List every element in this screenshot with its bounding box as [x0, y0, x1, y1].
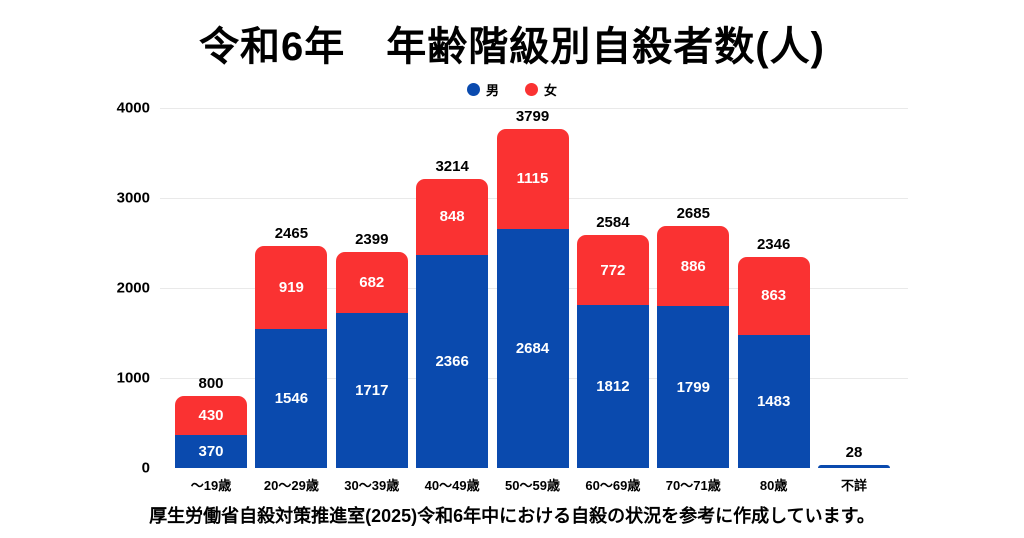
plot-area: 0 1000 2000 3000 4000 800 430 370 ～19歳 2465 919 15…: [0, 100, 1024, 493]
bar-stack: 863 1483: [737, 256, 810, 468]
legend-item-female: 女: [525, 80, 557, 99]
segment-value-label: 1799: [676, 378, 710, 396]
bar-stack: 430 370: [175, 396, 247, 468]
bar-group: 800 430 370 ～19歳: [175, 108, 247, 493]
segment-value-label: 2366: [435, 353, 469, 371]
bar-stack: 772 1812: [576, 235, 649, 468]
segment-value-label: 1546: [274, 389, 309, 407]
male-segment: [818, 465, 890, 468]
bar-group: 28 不詳: [818, 108, 890, 493]
bar-group: 2584 772 1812 60～69歳: [576, 108, 649, 493]
segment-value-label: 1717: [355, 382, 389, 400]
y-axis-tick-label: 4000: [116, 99, 150, 117]
male-segment: 2684: [496, 228, 569, 468]
x-axis-label: 30～39歳: [344, 478, 400, 493]
x-axis-label: 80歳: [759, 478, 788, 493]
bar-total-label: 2346: [756, 235, 791, 253]
source-note: 厚生労働省自殺対策推進室(2025)令和6年中における自殺の状況を参考に作成して…: [149, 506, 875, 526]
segment-value-label: 919: [278, 279, 304, 297]
bar-stack: 919 1546: [255, 246, 328, 468]
male-segment: 1546: [255, 328, 328, 468]
bar-stack: [818, 465, 890, 468]
segment-value-label: 772: [600, 261, 626, 279]
x-axis-label: 50～59歳: [505, 478, 560, 493]
bar-stack: 886 1799: [657, 226, 730, 468]
male-segment: 1483: [737, 334, 810, 468]
segment-value-label: 1812: [596, 377, 630, 395]
bar-group: 2685 886 1799 70～71歳: [657, 108, 730, 493]
female-segment: 919: [255, 246, 328, 329]
legend: 男 女: [0, 80, 1024, 99]
bar-group: 2346 863 1483 80歳: [737, 108, 810, 493]
y-axis-tick-label: 3000: [116, 189, 150, 207]
female-segment: 772: [576, 235, 649, 305]
female-color-dot-icon: [525, 83, 538, 96]
bar-stack: 682 1717: [335, 252, 408, 468]
segment-value-label: 886: [680, 257, 706, 275]
male-segment: 2366: [416, 255, 489, 468]
x-axis-label: 40～49歳: [424, 478, 480, 493]
bar-group: 3214 848 2366 40～49歳: [416, 108, 489, 493]
female-segment: 848: [416, 178, 489, 256]
segment-value-label: 1483: [756, 392, 791, 410]
female-segment: 682: [335, 252, 408, 314]
legend-label-female: 女: [544, 83, 558, 98]
bar-total-label: 3799: [515, 108, 550, 125]
bar-group: 3799 1115 2684 50～59歳: [496, 108, 569, 493]
segment-value-label: 1115: [516, 170, 549, 188]
segment-value-label: 863: [761, 287, 787, 305]
segment-value-label: 2684: [515, 339, 550, 357]
bar-stack: 1115 2684: [496, 129, 569, 468]
female-segment: 863: [737, 256, 810, 335]
y-axis-tick-label: 0: [141, 459, 150, 477]
legend-item-male: 男: [466, 80, 499, 99]
segment-value-label: 370: [198, 442, 224, 460]
bar-total-label: 28: [845, 444, 863, 462]
female-segment: 430: [175, 396, 247, 435]
y-axis-tick-label: 2000: [116, 279, 150, 297]
female-segment: 886: [657, 226, 730, 307]
male-segment: 1812: [576, 304, 649, 468]
x-axis-label: 70～71歳: [665, 478, 721, 493]
x-axis-label: ～19歳: [190, 478, 232, 493]
male-segment: 370: [175, 434, 247, 468]
gridline: [160, 108, 908, 109]
bar-group: 2465 919 1546 20～29歳: [255, 108, 328, 493]
chart-title: 令和6年 年齢階級別自殺者数(人): [199, 25, 825, 69]
bar-total-label: 3214: [435, 157, 469, 175]
bar-total-label: 2465: [274, 225, 309, 243]
bar-total-label: 2685: [676, 205, 710, 223]
bar-stack: 848 2366: [416, 178, 489, 468]
x-axis-label: 60～69歳: [585, 478, 641, 493]
legend-label-male: 男: [485, 83, 499, 98]
male-segment: 1799: [657, 306, 730, 468]
bars-container: 800 430 370 ～19歳 2465 919 1546 20～29歳 2399 682 171…: [175, 108, 890, 493]
x-axis-label: 不詳: [840, 478, 868, 493]
bar-total-label: 2584: [596, 214, 630, 232]
segment-value-label: 430: [198, 406, 224, 424]
segment-value-label: 682: [359, 274, 385, 292]
male-color-dot-icon: [466, 83, 480, 96]
segment-value-label: 848: [439, 208, 465, 226]
bar-total-label: 800: [198, 375, 224, 393]
bar-group: 2399 682 1717 30～39歳: [335, 108, 408, 493]
x-axis-label: 20～29歳: [263, 478, 319, 493]
male-segment: 1717: [335, 313, 408, 468]
female-segment: 1115: [496, 129, 569, 229]
bar-total-label: 2399: [355, 231, 389, 249]
y-axis-tick-label: 1000: [116, 369, 150, 387]
